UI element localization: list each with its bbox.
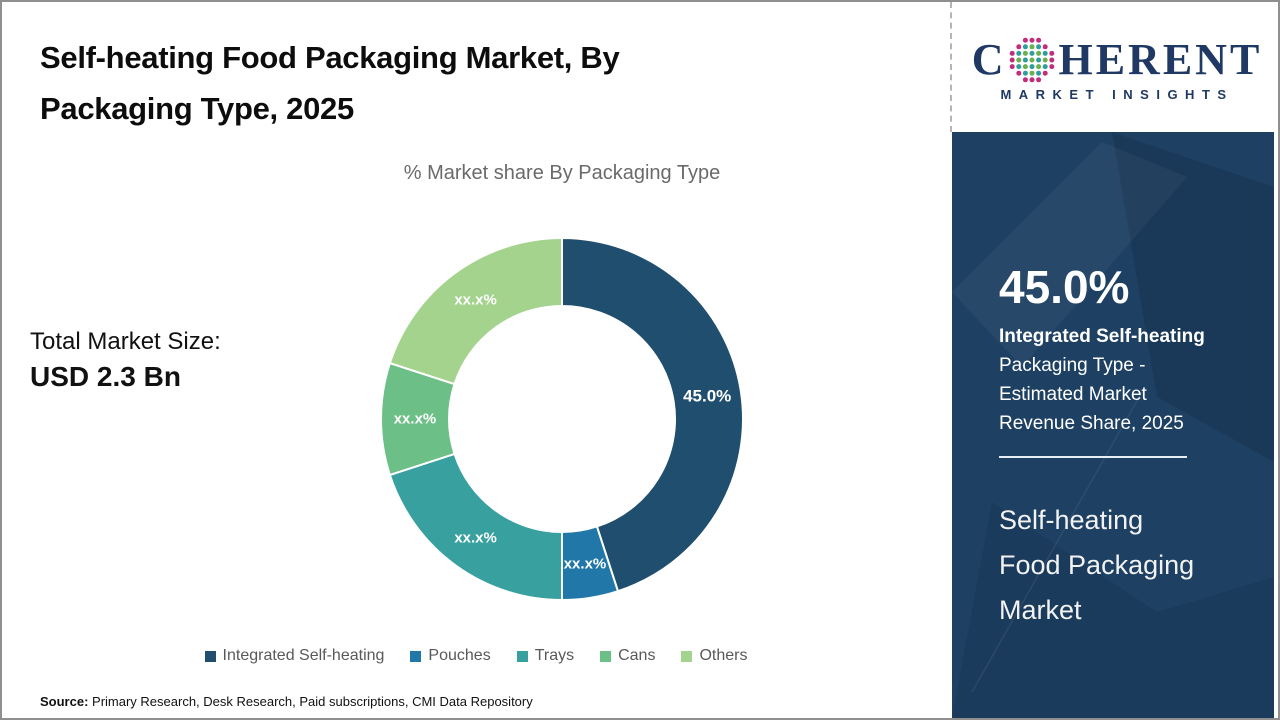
source-label: Source:	[40, 694, 89, 709]
page-title: Self-heating Food Packaging Market, By P…	[40, 32, 760, 134]
legend-label: Cans	[618, 647, 656, 664]
market-title-line1: Self-heating	[999, 505, 1144, 535]
report-market-title: Self-heating Food Packaging Market	[999, 498, 1244, 633]
donut-segment-others	[388, 236, 563, 386]
coherent-logo-wordmark: C HERENT	[972, 37, 1263, 83]
total-market-size-value: USD 2.3 Bn	[30, 361, 181, 392]
legend-swatch-icon	[516, 650, 528, 662]
highlight-stat-description: Integrated Self-heating Packaging Type -…	[999, 322, 1244, 438]
donut-segment-label: xx.x%	[454, 529, 497, 546]
source-note: Source: Primary Research, Desk Research,…	[40, 694, 533, 709]
world-map-texture	[952, 132, 1274, 718]
chart-subtitle: % Market share By Packaging Type	[403, 162, 721, 184]
stat-line-4: Revenue Share, 2025	[999, 413, 1184, 434]
total-market-size-label: Total Market Size:	[30, 328, 221, 355]
donut-segment-label: 45.0%	[683, 387, 731, 406]
sidebar-panel: 45.0% Integrated Self-heating Packaging …	[952, 132, 1274, 718]
chart-legend: Integrated Self-heating Pouches Trays Ca…	[2, 647, 950, 665]
legend-swatch-icon	[681, 650, 693, 662]
legend-swatch-icon	[410, 650, 422, 662]
legend-item: Cans	[600, 647, 655, 665]
stat-line-2: Packaging Type -	[999, 355, 1146, 376]
donut-segment-trays	[388, 452, 563, 602]
market-title-line3: Market	[999, 595, 1082, 625]
sidebar-content: 45.0% Integrated Self-heating Packaging …	[952, 132, 1274, 633]
sidebar-divider	[999, 456, 1187, 458]
legend-swatch-icon	[204, 650, 216, 662]
legend-label: Pouches	[428, 647, 491, 664]
donut-chart: 45.0% xx.x% xx.x% xx.x% xx.x%	[380, 236, 744, 602]
donut-segment-label: xx.x%	[394, 411, 437, 428]
stat-line-1: Integrated Self-heating	[999, 326, 1205, 347]
page-title-line1: Self-heating Food Packaging Market, By	[40, 40, 620, 75]
donut-segment-label: xx.x%	[454, 292, 497, 309]
legend-label: Others	[699, 647, 748, 664]
total-market-size: Total Market Size: USD 2.3 Bn	[30, 328, 221, 393]
stat-line-3: Estimated Market	[999, 384, 1147, 405]
logo-letters-rest: HERENT	[1058, 34, 1263, 84]
donut-segment-integrated-self-heating	[561, 236, 744, 593]
logo-subtitle: MARKET INSIGHTS	[1000, 86, 1234, 102]
sidebar: C HERENT MARKET INSIGHTS 45.0% Integrate…	[952, 2, 1278, 718]
page-title-line2: Packaging Type, 2025	[40, 91, 354, 126]
source-text: Primary Research, Desk Research, Paid su…	[92, 694, 533, 709]
legend-item: Integrated Self-heating	[204, 647, 385, 665]
vertical-dashed-divider	[950, 2, 952, 132]
logo-letter-c: C	[971, 34, 1007, 84]
legend-item: Pouches	[410, 647, 491, 665]
coherent-globe-icon	[1010, 37, 1055, 82]
legend-label: Trays	[534, 647, 575, 664]
donut-segment-label: xx.x%	[564, 556, 607, 573]
legend-item: Others	[681, 647, 747, 665]
legend-swatch-icon	[600, 650, 612, 662]
coherent-logo: C HERENT MARKET INSIGHTS	[952, 2, 1278, 132]
highlight-stat-value: 45.0%	[999, 261, 1130, 313]
legend-item: Trays	[516, 647, 575, 665]
market-title-line2: Food Packaging	[999, 550, 1195, 580]
legend-label: Integrated Self-heating	[222, 647, 385, 664]
